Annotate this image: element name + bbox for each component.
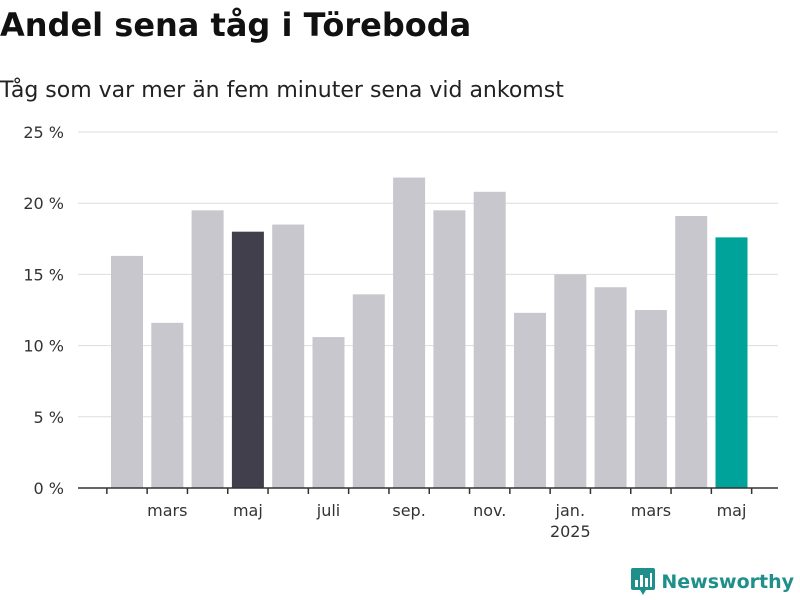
y-tick-label: 20 % — [23, 194, 64, 213]
bar-2024-11 — [473, 191, 506, 489]
y-tick-label: 10 % — [23, 337, 64, 356]
bar-2024-06 — [272, 224, 305, 488]
x-tick-label: jan. — [555, 501, 585, 520]
x-tick-label: mars — [631, 501, 671, 520]
brand-name: Newsworthy — [661, 571, 794, 593]
x-tick-label: nov. — [473, 501, 506, 520]
bar-2024-10 — [433, 210, 466, 488]
bar-2024-04 — [191, 210, 224, 488]
x-tick-label: maj — [233, 501, 263, 520]
x-axis — [78, 487, 778, 494]
bar-2025-04 — [675, 216, 708, 489]
x-tick-label: juli — [316, 501, 340, 520]
x-tick-label: mars — [147, 501, 187, 520]
y-tick-label: 5 % — [34, 408, 64, 427]
bar-2024-02 — [111, 255, 143, 488]
bar-2025-03 — [634, 310, 667, 488]
bar-chart: 0 % 5 % 10 % 15 % 20 % 25 % mars maj juli sep. no… — [23, 123, 778, 541]
bar-2025-02 — [594, 287, 627, 488]
x-axis-labels: mars maj juli sep. nov. jan. 2025 mars maj — [147, 501, 746, 541]
y-axis-labels: 0 % 5 % 10 % 15 % 20 % 25 % — [23, 123, 64, 498]
chart-subtitle: Tåg som var mer än fem minuter sena vid … — [0, 78, 564, 103]
bar-2024-05 — [231, 231, 264, 488]
x-tick-label: maj — [717, 501, 747, 520]
bar-2024-03 — [151, 322, 184, 488]
bars — [111, 177, 748, 489]
chart-title: Andel sena tåg i Töreboda — [0, 6, 472, 44]
bar-2025-01 — [554, 274, 587, 488]
newsworthy-logo: Newsworthy — [631, 568, 794, 596]
y-tick-label: 0 % — [34, 479, 64, 498]
x-tick-year-label: 2025 — [550, 522, 591, 541]
bar-2024-08 — [352, 294, 385, 488]
bar-chart-speech-bubble-icon — [631, 568, 656, 595]
bar-2024-07 — [312, 337, 345, 488]
y-tick-label: 25 % — [23, 123, 64, 142]
y-tick-label: 15 % — [23, 265, 64, 284]
bar-2024-09 — [393, 177, 426, 488]
bar-2025-05 — [715, 237, 748, 488]
bar-2024-12 — [514, 312, 546, 488]
x-tick-label: sep. — [392, 501, 425, 520]
